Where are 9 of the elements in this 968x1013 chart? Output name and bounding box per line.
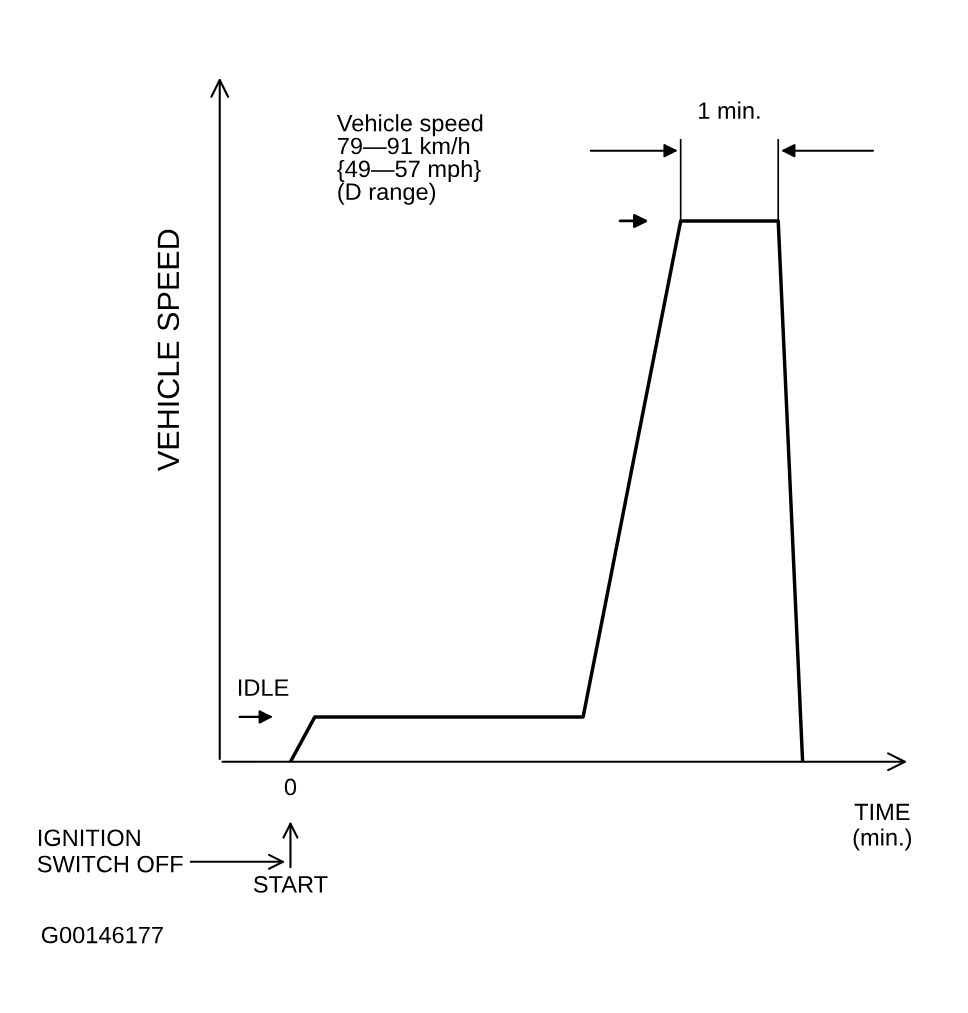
annotation: IDLE xyxy=(238,679,289,696)
text: G00146177 xyxy=(41,926,163,944)
text: IGNITION SWITCH OFF xyxy=(37,829,183,873)
y-axis-title: VEHICLE SPEED xyxy=(157,229,180,471)
text: 0 xyxy=(284,778,297,796)
text: START xyxy=(253,875,328,893)
text: 1 min. xyxy=(699,101,760,119)
x-axis-title: TIME (min.) xyxy=(853,803,912,851)
text: Vehicle speed 79—91 km/h {49—57 mph} (D range) xyxy=(336,114,483,205)
